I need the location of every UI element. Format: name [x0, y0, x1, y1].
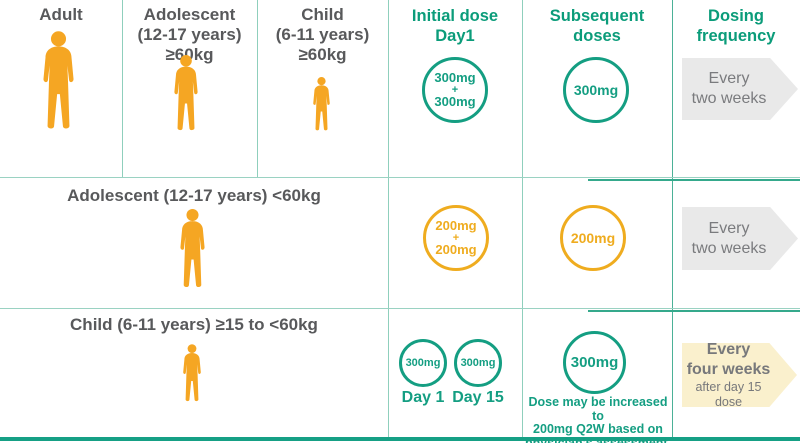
grid-line-horizontal	[0, 308, 800, 309]
grid-line-vertical	[122, 0, 123, 178]
row2-initial-dose-circle: 200mg + 200mg	[423, 205, 489, 271]
dose-value: 300mg	[405, 357, 441, 369]
day15-label: Day 15	[452, 389, 504, 406]
adolescent-person-icon	[180, 209, 205, 288]
row1-initial-dose-circle: 300mg + 300mg	[422, 57, 488, 123]
dosing-frequency-header-line2: frequency	[696, 27, 776, 45]
dose-value: 200mg	[570, 230, 616, 246]
frequency-line2: four weeks	[686, 361, 771, 378]
adolescent-60kg-label-line3: ≥60kg	[165, 45, 214, 64]
subsequent-doses-header-line2: doses	[573, 27, 621, 45]
dose-increase-note-line2: 200mg Q2W based on	[533, 422, 663, 436]
row2-frequency-arrow: Every two weeks	[682, 207, 798, 270]
row3-subsequent-dose-circle: 300mg	[563, 331, 626, 394]
adolescent-60kg-label: Adolescent (12-17 years) ≥60kg	[122, 5, 257, 65]
row3-day15-dose-circle: 300mg	[454, 339, 502, 387]
frequency-line1: Every	[708, 219, 750, 237]
adolescent-under60kg-label: Adolescent (12-17 years) <60kg	[67, 186, 321, 205]
dose-value: 300mg	[570, 353, 619, 371]
child-15to60kg-label: Child (6-11 years) ≥15 to <60kg	[70, 315, 318, 334]
frequency-line2: two weeks	[691, 90, 767, 107]
day1-label: Day 1	[401, 389, 445, 406]
subsequent-doses-header-line1: Subsequent	[549, 7, 645, 25]
frequency-line1: Every	[706, 341, 751, 358]
dose-value: 200mg	[435, 242, 477, 257]
grid-line-horizontal	[0, 177, 800, 178]
grid-line-vertical	[522, 0, 523, 437]
grid-line-horizontal	[588, 310, 800, 312]
dose-value: 300mg	[434, 70, 476, 85]
child-60kg-label-line1: Child	[301, 5, 344, 24]
row1-frequency-arrow: Every two weeks	[682, 58, 798, 120]
grid-line-vertical	[257, 0, 258, 178]
adult-label: Adult	[39, 5, 83, 24]
child-person-icon	[313, 77, 330, 131]
initial-dose-header-line1: Initial dose	[411, 7, 499, 25]
adolescent-60kg-label-line2: (12-17 years)	[137, 25, 242, 44]
adolescent-person-icon	[174, 55, 198, 131]
frequency-line1: Every	[708, 70, 750, 87]
child-person-icon	[183, 344, 201, 402]
child-60kg-label-line2: (6-11 years)	[275, 25, 370, 44]
row1-subsequent-dose-circle: 300mg	[563, 57, 629, 123]
child-60kg-label-line3: ≥60kg	[298, 45, 347, 64]
dose-value: 300mg	[434, 94, 476, 109]
subsequent-doses-header: Subsequent doses	[522, 6, 672, 46]
grid-line-vertical	[672, 0, 673, 437]
bottom-border-bar	[0, 437, 800, 441]
dosing-frequency-header-line1: Dosing	[708, 7, 764, 25]
dose-increase-note: Dose may be increased to 200mg Q2W based…	[524, 395, 672, 443]
child-60kg-label: Child (6-11 years) ≥60kg	[257, 5, 388, 65]
grid-line-horizontal	[588, 179, 800, 181]
dose-increase-note-line1: Dose may be increased to	[528, 395, 668, 423]
plus-sign: +	[451, 84, 459, 96]
initial-dose-header: Initial dose Day1	[388, 6, 522, 46]
dosing-frequency-header: Dosing frequency	[672, 6, 800, 46]
initial-dose-header-line2: Day1	[435, 27, 475, 45]
adolescent-60kg-label-line1: Adolescent	[143, 5, 236, 24]
dose-increase-note-line3: physician's assessment.	[524, 435, 672, 443]
dose-value: 300mg	[460, 357, 496, 369]
adult-person-icon	[43, 31, 74, 129]
row3-day1-dose-circle: 300mg	[399, 339, 447, 387]
grid-line-vertical	[388, 0, 389, 437]
frequency-line2: two weeks	[691, 239, 767, 257]
dose-value: 200mg	[435, 218, 477, 233]
plus-sign: +	[452, 232, 460, 244]
dose-value: 300mg	[573, 82, 619, 98]
row2-subsequent-dose-circle: 200mg	[560, 205, 626, 271]
row3-frequency-arrow: Every four weeks after day 15 dose	[682, 343, 797, 407]
frequency-note: after day 15 dose	[695, 380, 762, 409]
